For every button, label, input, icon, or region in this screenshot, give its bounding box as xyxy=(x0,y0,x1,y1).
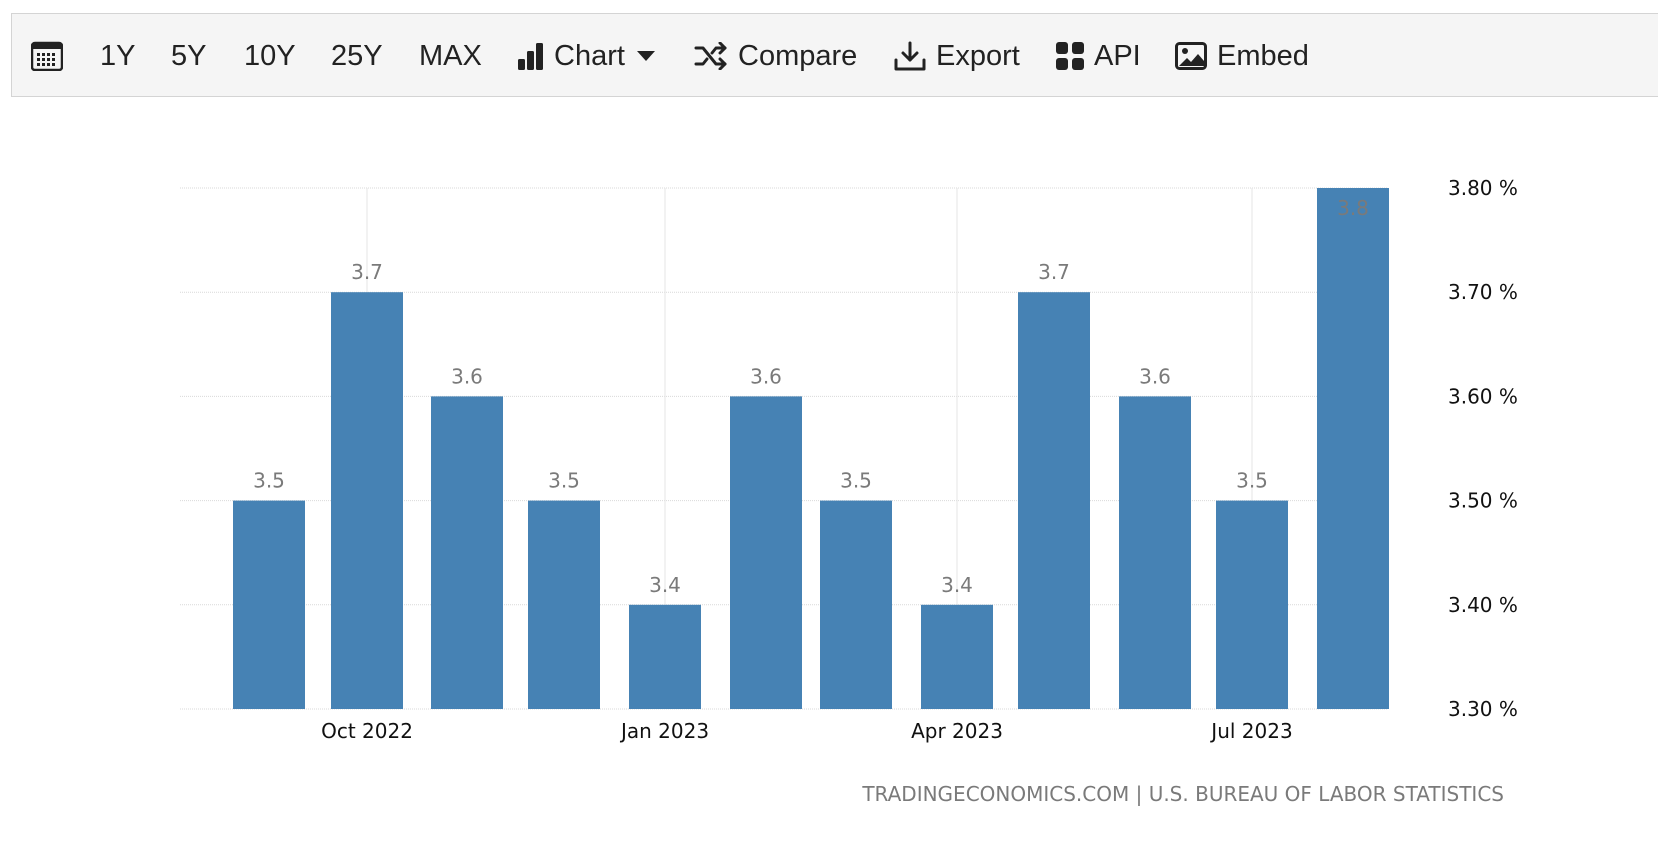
download-icon xyxy=(894,41,926,71)
bar xyxy=(1018,292,1090,709)
bar-value-label: 3.8 xyxy=(1337,196,1369,220)
bar xyxy=(1119,396,1191,709)
caret-down-icon xyxy=(636,51,655,61)
bar xyxy=(233,500,305,709)
bar xyxy=(921,604,993,709)
bar-value-label: 3.6 xyxy=(451,364,483,388)
embed-button[interactable]: Embed xyxy=(1175,14,1309,98)
y-tick-label: 3.50 % xyxy=(1448,489,1518,513)
chart-source-note: TRADINGECONOMICS.COM | U.S. BUREAU OF LA… xyxy=(861,782,1504,806)
compare-label: Compare xyxy=(738,39,858,72)
bar-value-label: 3.4 xyxy=(649,573,681,597)
bar-value-label: 3.4 xyxy=(941,573,973,597)
bar-value-label: 3.6 xyxy=(1139,364,1171,388)
export-label: Export xyxy=(936,39,1020,72)
bar-value-label: 3.7 xyxy=(1038,260,1070,284)
bar-value-label: 3.7 xyxy=(351,260,383,284)
image-icon xyxy=(1175,42,1207,70)
bar xyxy=(820,500,892,709)
y-tick-label: 3.60 % xyxy=(1448,384,1518,408)
api-button[interactable]: API xyxy=(1056,14,1141,98)
y-tick-label: 3.70 % xyxy=(1448,280,1518,304)
range-5y-button[interactable]: 5Y xyxy=(171,39,207,72)
shuffle-icon xyxy=(694,42,728,70)
range-max-button[interactable]: MAX xyxy=(419,39,482,72)
grid-icon xyxy=(1056,42,1084,70)
calendar-button[interactable] xyxy=(31,14,63,98)
bar-value-label: 3.5 xyxy=(1236,469,1268,493)
embed-label: Embed xyxy=(1217,39,1309,72)
y-tick-label: 3.40 % xyxy=(1448,593,1518,617)
compare-button[interactable]: Compare xyxy=(694,14,857,98)
y-tick-label: 3.80 % xyxy=(1448,176,1518,200)
bar-value-label: 3.5 xyxy=(253,469,285,493)
bar-value-label: 3.6 xyxy=(750,364,782,388)
export-button[interactable]: Export xyxy=(894,14,1020,98)
chart-type-label: Chart xyxy=(554,39,625,72)
bar-value-label: 3.5 xyxy=(840,469,872,493)
bar xyxy=(431,396,503,709)
chart-type-button[interactable]: Chart xyxy=(518,14,655,98)
bar xyxy=(1317,188,1389,709)
x-tick-label: Jan 2023 xyxy=(619,719,709,743)
bar xyxy=(730,396,802,709)
calendar-icon xyxy=(31,41,63,71)
x-tick-label: Apr 2023 xyxy=(911,719,1003,743)
y-tick-label: 3.30 % xyxy=(1448,697,1518,721)
range-10y-button[interactable]: 10Y xyxy=(244,39,296,72)
chart-toolbar: 1Y 5Y 10Y 25Y MAX Chart Compare xyxy=(11,13,1658,97)
range-1y-button[interactable]: 1Y xyxy=(100,39,136,72)
bar-chart-icon xyxy=(518,42,544,70)
x-tick-label: Oct 2022 xyxy=(321,719,413,743)
bar-value-label: 3.5 xyxy=(548,469,580,493)
bar xyxy=(528,500,600,709)
x-tick-label: Jul 2023 xyxy=(1209,719,1292,743)
bar xyxy=(629,604,701,709)
range-25y-button[interactable]: 25Y xyxy=(331,39,383,72)
bar xyxy=(331,292,403,709)
bar xyxy=(1216,500,1288,709)
api-label: API xyxy=(1094,39,1141,72)
